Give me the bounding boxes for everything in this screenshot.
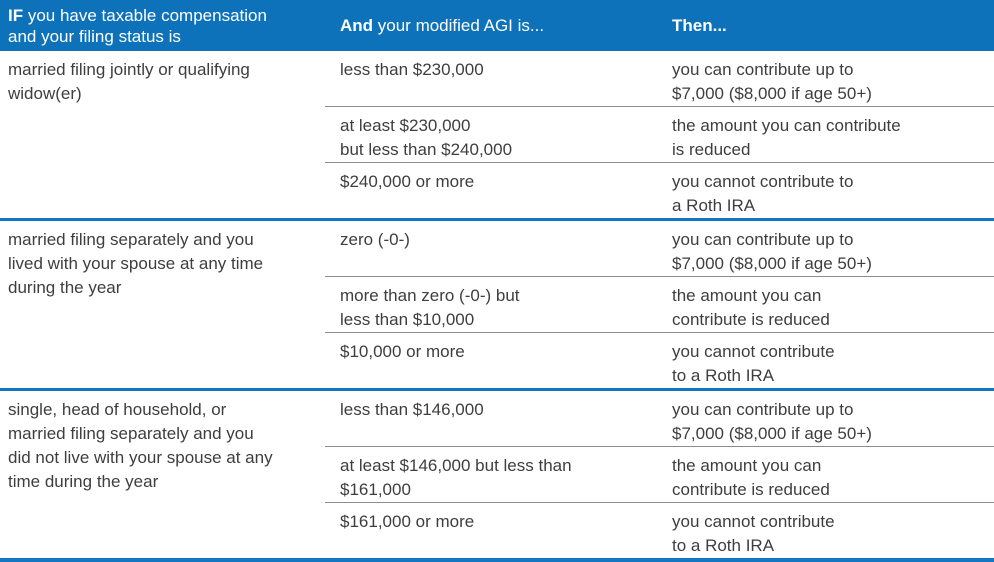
agi-cell: less than $146,000 — [340, 400, 484, 419]
header-modified-agi: And your modified AGI is... — [325, 0, 672, 51]
then-cell: the amount you can contribute is reduced — [672, 116, 901, 159]
agi-cell: $161,000 or more — [340, 512, 475, 531]
filing-status-group-married-separately-lived-together: married filing separately and you lived … — [0, 218, 994, 388]
table-row: $10,000 or more you cannot contribute to… — [325, 332, 994, 388]
then-cell: you can contribute up to $7,000 ($8,000 … — [672, 60, 872, 103]
filing-status-group-single-head-of-household: single, head of household, or married fi… — [0, 388, 994, 558]
agi-cell: $10,000 or more — [340, 342, 465, 361]
header-bold-word: IF — [8, 6, 24, 25]
filing-status-cell: married filing separately and you lived … — [8, 230, 264, 297]
agi-then-rows: less than $230,000 you can contribute up… — [325, 51, 994, 218]
table-row: less than $230,000 you can contribute up… — [325, 51, 994, 106]
then-cell: you can contribute up to $7,000 ($8,000 … — [672, 400, 872, 443]
table-row: less than $146,000 you can contribute up… — [325, 391, 994, 446]
table-row: at least $230,000 but less than $240,000… — [325, 106, 994, 162]
header-then: Then... — [672, 0, 994, 51]
then-cell: you cannot contribute to a Roth IRA — [672, 512, 835, 555]
table-row: $161,000 or more you cannot contribute t… — [325, 502, 994, 558]
table-bottom-rule — [0, 558, 994, 562]
table-row: more than zero (-0-) but less than $10,0… — [325, 276, 994, 332]
filing-status-cell: single, head of household, or married fi… — [8, 400, 273, 491]
then-cell: the amount you can contribute is reduced — [672, 286, 830, 329]
filing-status-group-married-jointly: married filing jointly or qualifying wid… — [0, 51, 994, 218]
header-bold-word: Then... — [672, 16, 727, 35]
agi-then-rows: zero (-0-) you can contribute up to $7,0… — [325, 221, 994, 388]
filing-status-cell: married filing jointly or qualifying wid… — [8, 60, 250, 103]
then-cell: you can contribute up to $7,000 ($8,000 … — [672, 230, 872, 273]
then-cell: the amount you can contribute is reduced — [672, 456, 830, 499]
then-cell: you cannot contribute to a Roth IRA — [672, 342, 835, 385]
agi-cell: more than zero (-0-) but less than $10,0… — [340, 286, 520, 329]
header-filing-status: IF you have taxable compensation and you… — [0, 0, 325, 51]
agi-cell: $240,000 or more — [340, 172, 475, 191]
agi-cell: at least $146,000 but less than $161,000 — [340, 456, 572, 499]
agi-then-rows: less than $146,000 you can contribute up… — [325, 391, 994, 558]
table-row: at least $146,000 but less than $161,000… — [325, 446, 994, 502]
header-modified-agi-text: your modified AGI is... — [373, 16, 545, 35]
then-cell: you cannot contribute to a Roth IRA — [672, 172, 854, 215]
header-bold-word: And — [340, 16, 374, 35]
agi-cell: at least $230,000 but less than $240,000 — [340, 116, 513, 159]
table-row: $240,000 or more you cannot contribute t… — [325, 162, 994, 218]
table-header: IF you have taxable compensation and you… — [0, 0, 994, 51]
table-row: zero (-0-) you can contribute up to $7,0… — [325, 221, 994, 276]
header-filing-status-text: you have taxable compensation and your f… — [8, 6, 267, 46]
agi-cell: zero (-0-) — [340, 230, 410, 249]
agi-cell: less than $230,000 — [340, 60, 484, 79]
